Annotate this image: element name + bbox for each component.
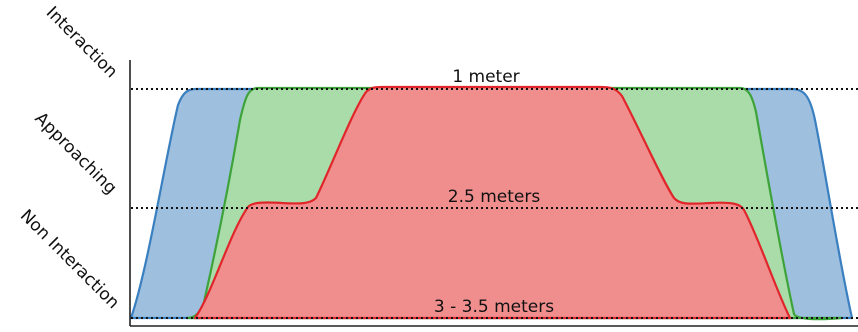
level-label-bottom: 3 - 3.5 meters [434,297,554,317]
y-label-approaching: Approaching [31,109,121,199]
level-label-top: 1 meter [452,67,519,87]
level-label-middle: 2.5 meters [448,187,541,207]
red-region [193,85,792,320]
y-label-non-interaction: Non Interaction [16,206,123,313]
y-label-interaction: Interaction [42,3,121,82]
